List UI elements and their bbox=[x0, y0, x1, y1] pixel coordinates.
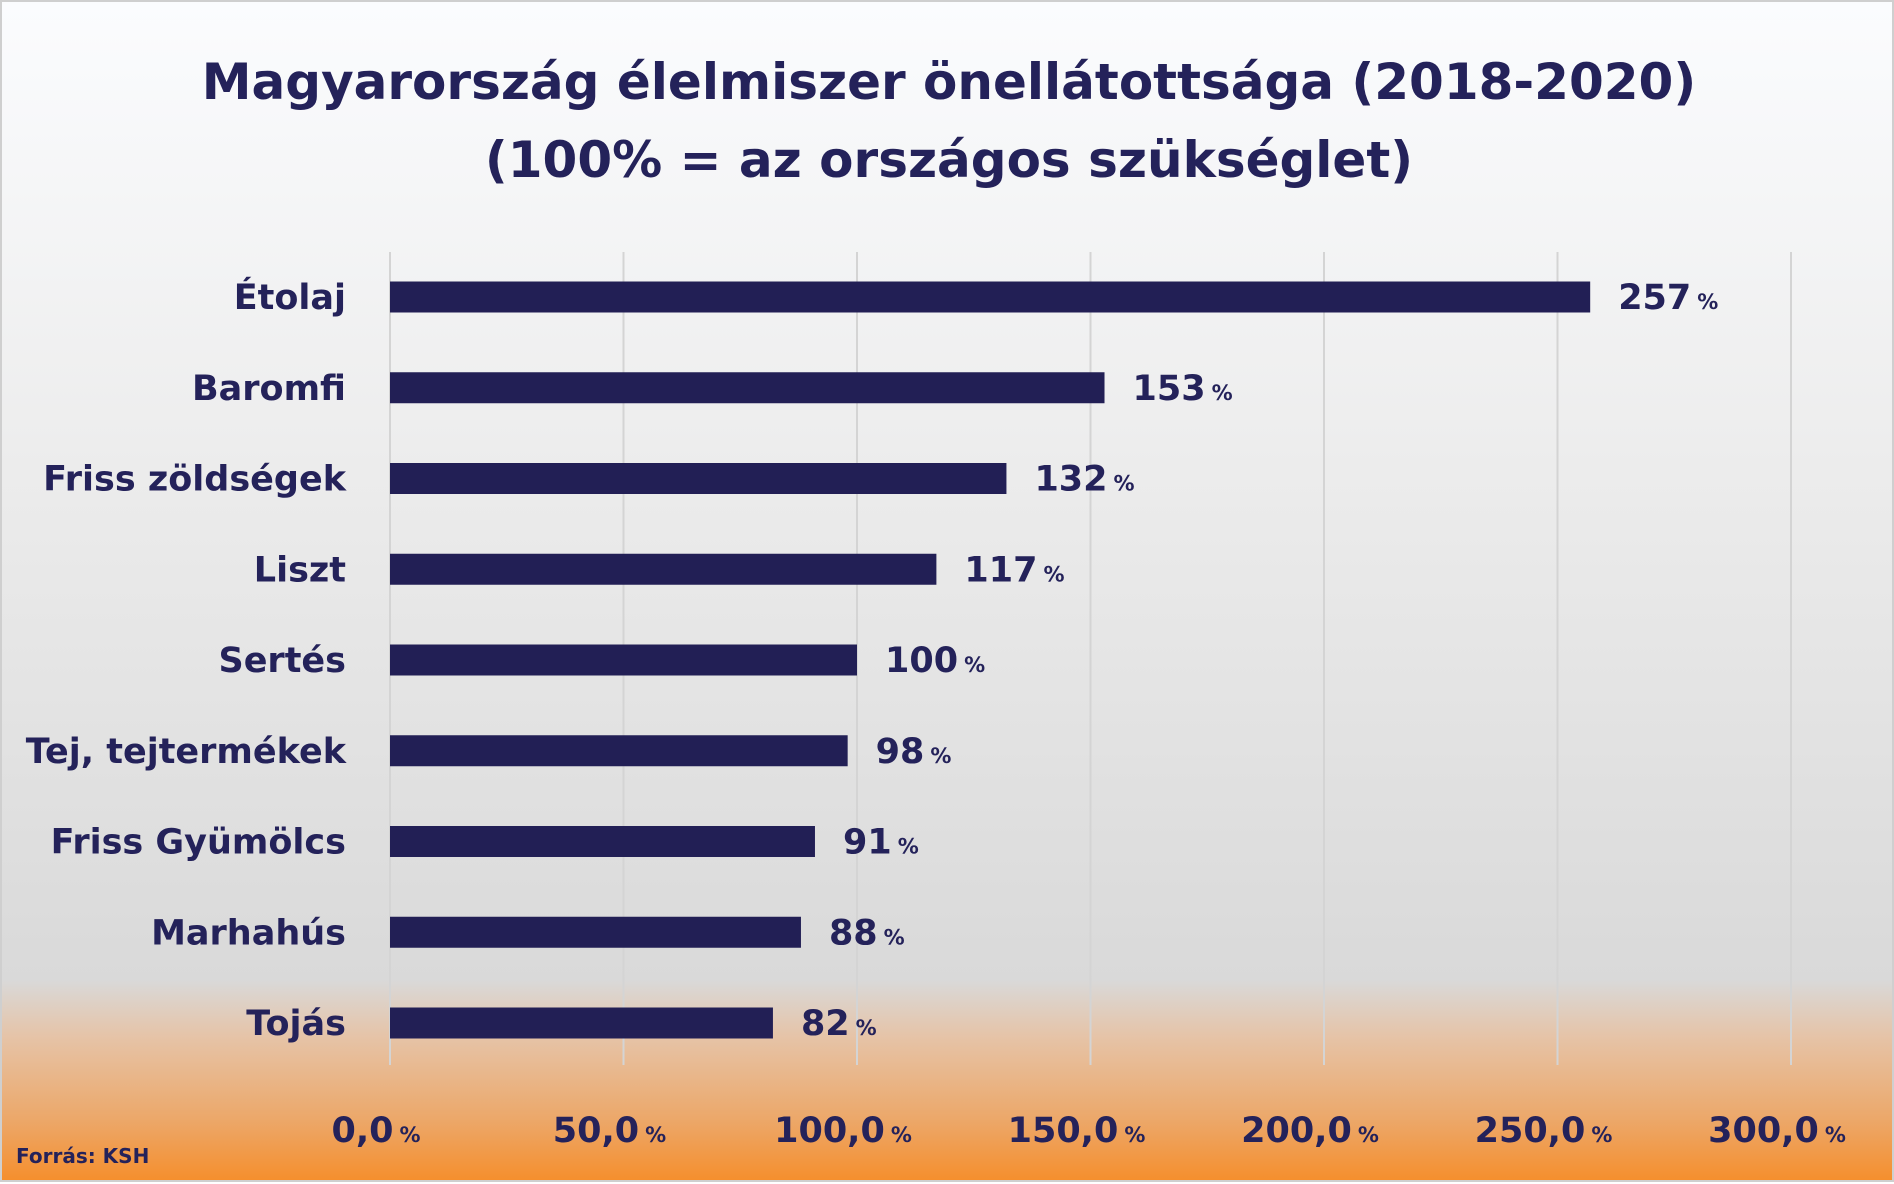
category-label: Tojás bbox=[246, 1004, 346, 1044]
x-tick-label: 100,0% bbox=[774, 1111, 912, 1151]
data-label: 88% bbox=[829, 913, 905, 953]
data-label: 91% bbox=[843, 823, 919, 863]
x-tick-label: 200,0% bbox=[1241, 1111, 1379, 1151]
data-label: 82% bbox=[801, 1004, 877, 1044]
bar bbox=[390, 463, 1007, 494]
x-tick-label: 50,0% bbox=[553, 1111, 666, 1151]
chart-subtitle: (100% = az országos szükséglet) bbox=[485, 131, 1413, 189]
category-label: Friss zöldségek bbox=[43, 460, 347, 500]
category-label: Étolaj bbox=[234, 276, 346, 318]
category-label: Marhahús bbox=[151, 913, 346, 953]
bar bbox=[390, 735, 848, 767]
category-label: Sertés bbox=[218, 641, 346, 681]
bar bbox=[390, 916, 801, 948]
x-tick-label: 150,0% bbox=[1008, 1111, 1146, 1151]
bar bbox=[390, 372, 1105, 404]
data-label: 98% bbox=[876, 732, 952, 772]
source-note: Forrás: KSH bbox=[16, 1144, 149, 1168]
x-tick-label: 300,0% bbox=[1708, 1111, 1846, 1151]
category-label: Friss Gyümölcs bbox=[51, 823, 346, 863]
data-label: 153% bbox=[1133, 369, 1233, 409]
bar bbox=[390, 644, 857, 676]
bar bbox=[390, 826, 815, 857]
bar bbox=[390, 1007, 773, 1039]
x-tick-label: 0,0% bbox=[331, 1111, 420, 1151]
data-label: 100% bbox=[885, 641, 985, 681]
bar bbox=[390, 281, 1591, 313]
category-label: Tej, tejtermékek bbox=[26, 732, 347, 772]
data-label: 257% bbox=[1618, 278, 1718, 318]
category-label: Baromfi bbox=[192, 369, 346, 409]
chart-title: Magyarország élelmiszer önellátottsága (… bbox=[202, 53, 1696, 111]
category-label: Liszt bbox=[254, 550, 346, 590]
data-label: 132% bbox=[1034, 460, 1134, 500]
x-tick-label: 250,0% bbox=[1475, 1111, 1613, 1151]
bar bbox=[390, 553, 937, 585]
data-label: 117% bbox=[964, 550, 1064, 590]
